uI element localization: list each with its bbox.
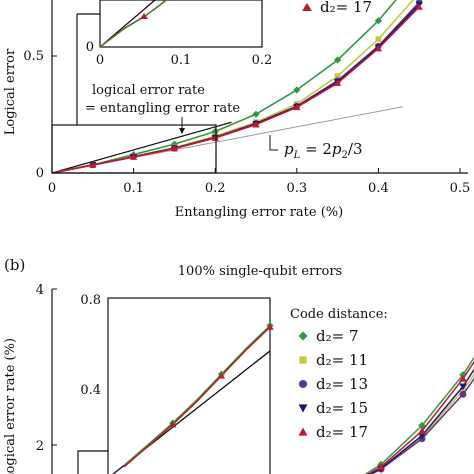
- panel-b-inset-frame: [107, 297, 271, 474]
- panel-a-legend-marker-d17: [302, 3, 312, 11]
- panel-a-point-4-6: [334, 79, 342, 86]
- panel-a-xtick-1: 0.1: [123, 181, 144, 196]
- panel-b-legend-marker-0: [298, 331, 308, 341]
- panel-a-point-4-1: [130, 153, 138, 160]
- panel-b-point-4-3: [459, 374, 467, 382]
- panel-b-ytick-2: 2: [36, 439, 44, 454]
- panel-b-point-3-2: [418, 432, 426, 440]
- panel-a-point-4-2: [170, 144, 178, 152]
- panel-b-ytick-4: 4: [36, 283, 44, 298]
- panel-a-xtick-0: 0: [48, 181, 56, 196]
- panel-b-zoom-guide: [77, 450, 108, 474]
- panel-a-inset-marker: [140, 13, 148, 19]
- panel-b-point-3-3: [459, 383, 467, 391]
- panel-b-point-0-3: [459, 371, 467, 379]
- panel-b-series-group: [364, 356, 474, 474]
- panel-a-inset-xtick-0: 0: [96, 53, 104, 68]
- panel-b-inset-ytick-0.8: 0.8: [80, 293, 101, 308]
- panel-b-legend-label-2: d₂= 13: [316, 375, 368, 393]
- panel-a-xtick-4: 0.4: [368, 181, 389, 196]
- panel-b-legend-label-4: d₂= 17: [316, 423, 368, 441]
- panel-a-ytick-0: 0: [36, 166, 44, 181]
- panel-a-xticks: 0 0.1 0.2 0.3 0.4 0.5: [48, 168, 470, 196]
- panel-a-point-4-0: [89, 161, 97, 168]
- panel-b-point-2-3: [459, 390, 467, 398]
- panel-a-series-line-4: [51, 6, 420, 174]
- panel-b-legend-marker-3: [298, 404, 308, 413]
- panel-b-point-4-2: [418, 427, 426, 434]
- panel-a-legend-d17: d₂= 17: [320, 0, 372, 16]
- panel-b-legend: d₂= 7 d₂= 11 d₂= 13 d₂= 15 d₂= 17: [298, 327, 368, 441]
- panel-a-point-0-4: [252, 110, 260, 118]
- panel-b-inset-ytick-0.4: 0.4: [80, 383, 101, 398]
- panel-b-inset-curve-green: [123, 325, 271, 466]
- panel-b: (b) 100% single-qubit errors 4 2 Logical…: [3, 256, 474, 474]
- panel-a-point-0-5: [293, 86, 301, 94]
- panel-a-annotation-line1: logical error rate: [92, 83, 205, 98]
- panel-a-annotation-line2: = entangling error rate: [85, 101, 240, 116]
- panel-b-legend-marker-4: [298, 427, 308, 436]
- panel-a-y-label: Logical error: [3, 48, 18, 135]
- panel-b-title: 100% single-qubit errors: [178, 264, 342, 279]
- panel-a-point-0-7: [374, 17, 382, 25]
- panel-a-inset-frame: [99, 0, 263, 48]
- panel-a-series-group: [51, 0, 423, 174]
- panel-b-inset-curve-red: [123, 326, 271, 468]
- panel-b-legend-marker-1: [299, 356, 307, 364]
- panel-a-pl-formula: pL = 2p2/3: [284, 140, 363, 161]
- panel-b-legend-label-0: d₂= 7: [316, 327, 359, 345]
- panel-b-legend-title: Code distance:: [290, 307, 388, 322]
- panel-b-label: (b): [4, 256, 25, 274]
- panel-b-legend-label-1: d₂= 11: [316, 351, 368, 369]
- panel-a-point-4-5: [293, 103, 301, 111]
- panel-a-reference-line-0: [51, 121, 232, 174]
- panel-a-point-4-8: [415, 3, 423, 10]
- panel-a-x-label: Entangling error rate (%): [175, 205, 343, 220]
- panel-a-point-1-6: [334, 73, 341, 79]
- panel-b-legend-label-3: d₂= 15: [316, 399, 368, 417]
- panel-b-legend-marker-2: [298, 379, 308, 389]
- panel-b-inset-marker-red-0: [169, 420, 177, 428]
- panel-a: 0 0.1 0.2 0 d₂= 17 logical error rate = …: [3, 0, 470, 220]
- panel-a-pl-bracket: [269, 135, 278, 151]
- panel-a-inset-ytick-0: 0: [86, 40, 94, 55]
- panel-a-inset-xtick-2: 0.2: [252, 53, 273, 68]
- panel-a-inset-xtick-1: 0.1: [171, 53, 192, 68]
- panel-a-xtick-5: 0.5: [450, 181, 471, 196]
- panel-b-y-label: Logical error rate (%): [3, 338, 18, 474]
- panel-a-series-line-0: [51, 0, 397, 174]
- panel-b-inset-marker-red-1: [217, 372, 225, 379]
- panel-a-xtick-3: 0.3: [286, 181, 307, 196]
- panel-a-annotation-arrowhead: [179, 128, 185, 134]
- panel-a-point-4-3: [211, 134, 219, 141]
- panel-b-point-1-3: [459, 387, 467, 394]
- panel-a-point-1-7: [375, 36, 382, 43]
- panel-a-xtick-2: 0.2: [205, 181, 226, 196]
- panel-a-ytick-0.5: 0.5: [23, 49, 44, 64]
- panel-a-point-0-6: [334, 56, 342, 64]
- panel-b-point-4-1: [377, 463, 385, 470]
- panel-b-inset-plot: [112, 321, 274, 474]
- panel-a-point-4-4: [252, 120, 260, 128]
- panel-a-point-4-7: [374, 44, 382, 52]
- panel-b-inset-marker-red-2: [266, 323, 274, 330]
